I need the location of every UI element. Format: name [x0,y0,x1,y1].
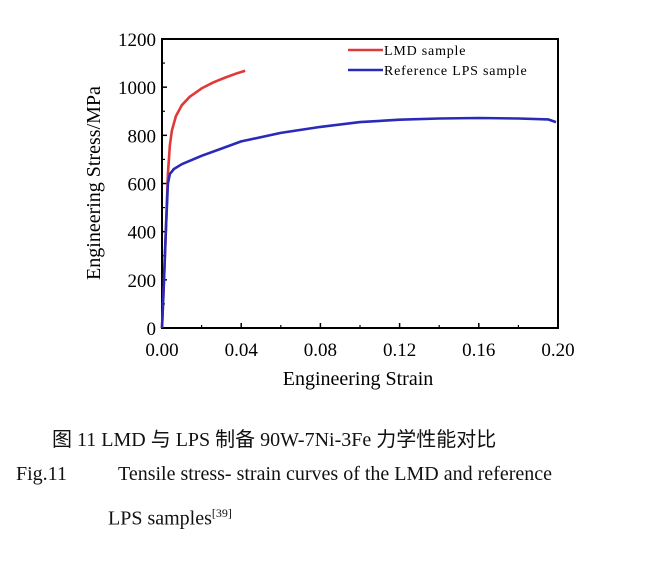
caption-fig-label: Fig.11 [16,463,67,485]
caption-english-line2: LPS samples[39] [108,506,232,531]
y-axis-label: Engineering Stress/MPa [83,86,105,280]
plot-frame [161,38,559,329]
x-tick-label: 0.00 [145,340,178,361]
series-line-lmd [160,69,246,329]
x-tick-label: 0.08 [304,340,337,361]
caption-english-line1: Tensile stress- strain curves of the LMD… [118,463,552,485]
x-axis-label: Engineering Strain [283,368,434,390]
y-tick-label: 1200 [118,30,156,51]
legend-label: LMD sample [384,44,466,59]
y-tick-label: 600 [128,175,157,196]
caption-english-line2-text: LPS samples [108,507,212,530]
x-tick-label: 0.16 [462,340,495,361]
stress-strain-chart: 0 200 400 600 800 1000 1200 0.00 0.04 0.08 0.12 0.1… [83,30,575,390]
y-tick-label: 0 [147,319,157,340]
legend-label: Reference LPS sample [384,64,528,79]
caption-chinese: 图 11 LMD 与 LPS 制备 90W-7Ni-3Fe 力学性能对比 [52,429,497,451]
x-tick-label: 0.12 [383,340,416,361]
series-line-lps [160,116,557,329]
y-tick-label: 200 [128,271,157,292]
x-tick-label: 0.20 [541,340,574,361]
y-tick-label: 1000 [118,78,156,99]
y-tick-label: 400 [128,223,157,244]
x-tick-label: 0.04 [225,340,259,361]
caption-reference: [39] [211,506,232,520]
y-tick-label: 800 [128,126,157,147]
